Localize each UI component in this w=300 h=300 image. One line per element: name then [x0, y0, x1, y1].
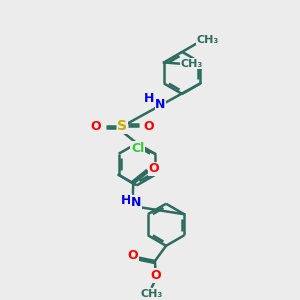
- Text: O: O: [91, 120, 101, 133]
- Text: O: O: [143, 120, 154, 133]
- Text: O: O: [148, 163, 159, 176]
- Text: O: O: [128, 249, 138, 262]
- Text: CH₃: CH₃: [196, 35, 219, 45]
- Text: CH₃: CH₃: [180, 59, 202, 69]
- Text: CH₃: CH₃: [141, 289, 163, 299]
- Text: H: H: [144, 92, 154, 105]
- Text: Cl: Cl: [131, 142, 144, 155]
- Text: H: H: [121, 194, 131, 207]
- Text: N: N: [155, 98, 166, 111]
- Text: O: O: [150, 269, 161, 282]
- Text: N: N: [131, 196, 141, 209]
- Text: S: S: [117, 119, 127, 134]
